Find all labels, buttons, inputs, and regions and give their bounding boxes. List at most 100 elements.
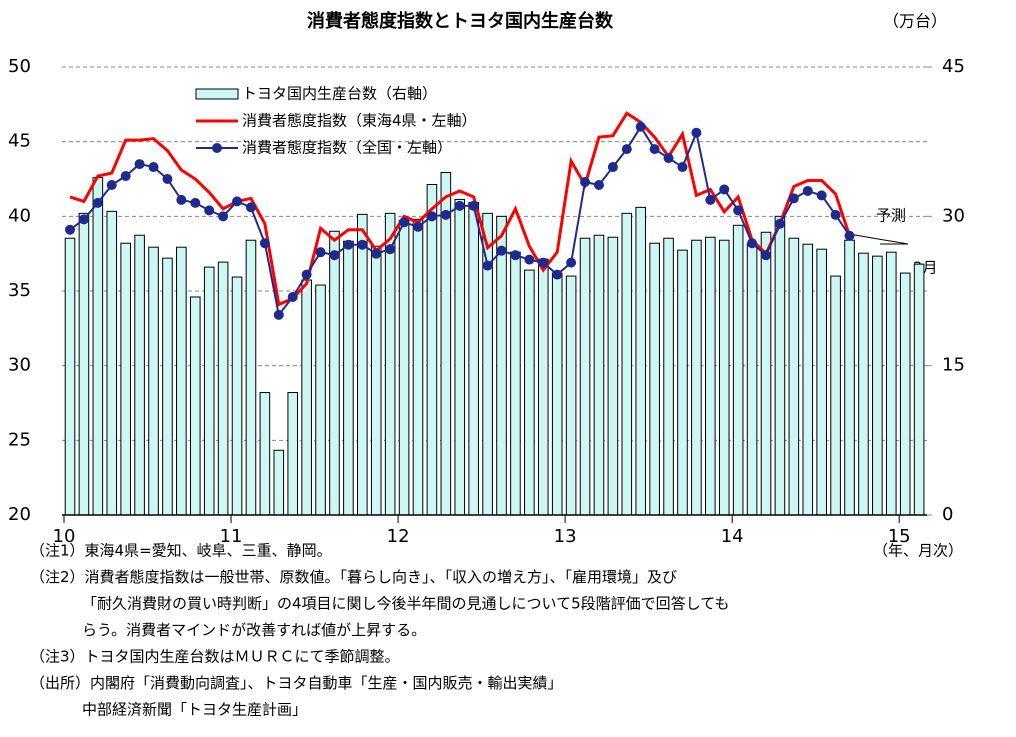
marker: [440, 209, 451, 220]
bar: [885, 251, 897, 516]
note: （注1）東海4県=愛知、岐阜、三重、静岡。: [30, 542, 332, 560]
marker: [635, 121, 646, 132]
bar: [217, 261, 229, 516]
y-tick-label: 30: [8, 355, 31, 376]
bar: [134, 234, 145, 516]
x-tick-label: 13: [554, 526, 577, 547]
bar: [176, 246, 187, 516]
y2-unit: （万台）: [883, 12, 947, 31]
bar: [412, 218, 424, 516]
bar: [120, 242, 131, 516]
marker: [607, 162, 618, 173]
bar: [273, 449, 285, 516]
bar: [524, 269, 535, 516]
bar: [245, 239, 257, 516]
note: （注2）消費者態度指数は一般世帯、原数値。「暮らし向き」、「収入の増え方」、「雇…: [30, 568, 677, 586]
marker: [162, 174, 173, 184]
marker: [510, 250, 521, 261]
marker: [774, 218, 785, 229]
bar: [649, 242, 660, 516]
marker: [677, 162, 688, 173]
bar: [607, 236, 619, 516]
marker: [134, 159, 145, 170]
marker: [413, 221, 423, 232]
bar: [537, 258, 549, 516]
marker: [788, 193, 799, 204]
marker: [259, 238, 270, 249]
marker: [733, 205, 744, 216]
note: 中部経済新聞「トヨタ生産計画」: [82, 701, 307, 719]
marker: [538, 257, 549, 268]
marker: [580, 176, 591, 187]
marker: [524, 254, 535, 265]
bar: [746, 242, 758, 516]
bar: [788, 237, 800, 516]
marker: [468, 200, 479, 211]
marker: [761, 250, 771, 261]
bar: [565, 275, 577, 516]
bar: [830, 275, 841, 516]
marker: [92, 197, 103, 208]
bar: [774, 215, 786, 516]
bar: [301, 279, 312, 516]
bar: [913, 263, 925, 516]
bar: [760, 231, 772, 516]
bar: [718, 239, 730, 516]
marker: [454, 200, 465, 211]
marker: [496, 245, 507, 256]
marker: [399, 217, 410, 228]
marker: [426, 211, 437, 222]
marker: [566, 257, 577, 268]
bar: [231, 276, 243, 516]
bar: [287, 392, 299, 516]
marker: [273, 309, 284, 320]
bar: [64, 237, 76, 516]
bar: [468, 201, 479, 516]
marker: [78, 214, 89, 225]
bar: [844, 239, 855, 516]
forecast-arrow: [848, 233, 909, 245]
marker: [106, 179, 117, 190]
line: [69, 111, 851, 307]
marker: [719, 184, 730, 195]
marker: [218, 211, 229, 222]
bar: [732, 224, 744, 516]
forecast-marker: [848, 233, 909, 245]
marker: [301, 269, 312, 280]
marker: [802, 185, 813, 196]
bar: [357, 213, 368, 516]
legend-marker: [212, 143, 222, 153]
legend-label: トヨタ国内生産台数（右軸）: [242, 85, 437, 103]
bar: [329, 230, 340, 516]
note: （出所）内閣府「消費動向調査」、トヨタ自動車「生産・国内販売・輸出実績」: [30, 674, 563, 692]
marker: [120, 171, 131, 182]
bar: [315, 284, 326, 516]
bar: [816, 248, 827, 516]
x-tick-label: 14: [721, 526, 744, 547]
x-tick-label: 11: [220, 526, 243, 547]
bar: [440, 172, 452, 516]
marker: [287, 291, 298, 302]
bar: [677, 249, 688, 516]
bar: [106, 210, 118, 516]
marker: [148, 162, 159, 173]
marker: [232, 196, 243, 207]
marker: [705, 194, 716, 205]
bar: [384, 212, 396, 516]
y-tick-label: 25: [8, 429, 31, 450]
bar: [203, 266, 215, 516]
note: らう。消費者マインドが改善すれば値が上昇する。: [82, 621, 426, 639]
y-tick-label: 35: [8, 280, 31, 301]
marker: [357, 239, 368, 250]
y2-tick-label: 45: [942, 56, 965, 77]
marker: [830, 209, 841, 220]
note: 「耐久消費財の買い時判断」の4項目に関し今後半年間の見通しについて5段階評価で回…: [82, 595, 729, 613]
bar: [635, 206, 647, 516]
marker: [245, 202, 256, 213]
bar: [899, 272, 911, 516]
note: （注3）トヨタ国内生産台数はＭＵＲＣにて季節調整。: [30, 648, 400, 666]
marker: [621, 144, 632, 155]
marker: [816, 190, 827, 201]
marker: [552, 269, 563, 280]
